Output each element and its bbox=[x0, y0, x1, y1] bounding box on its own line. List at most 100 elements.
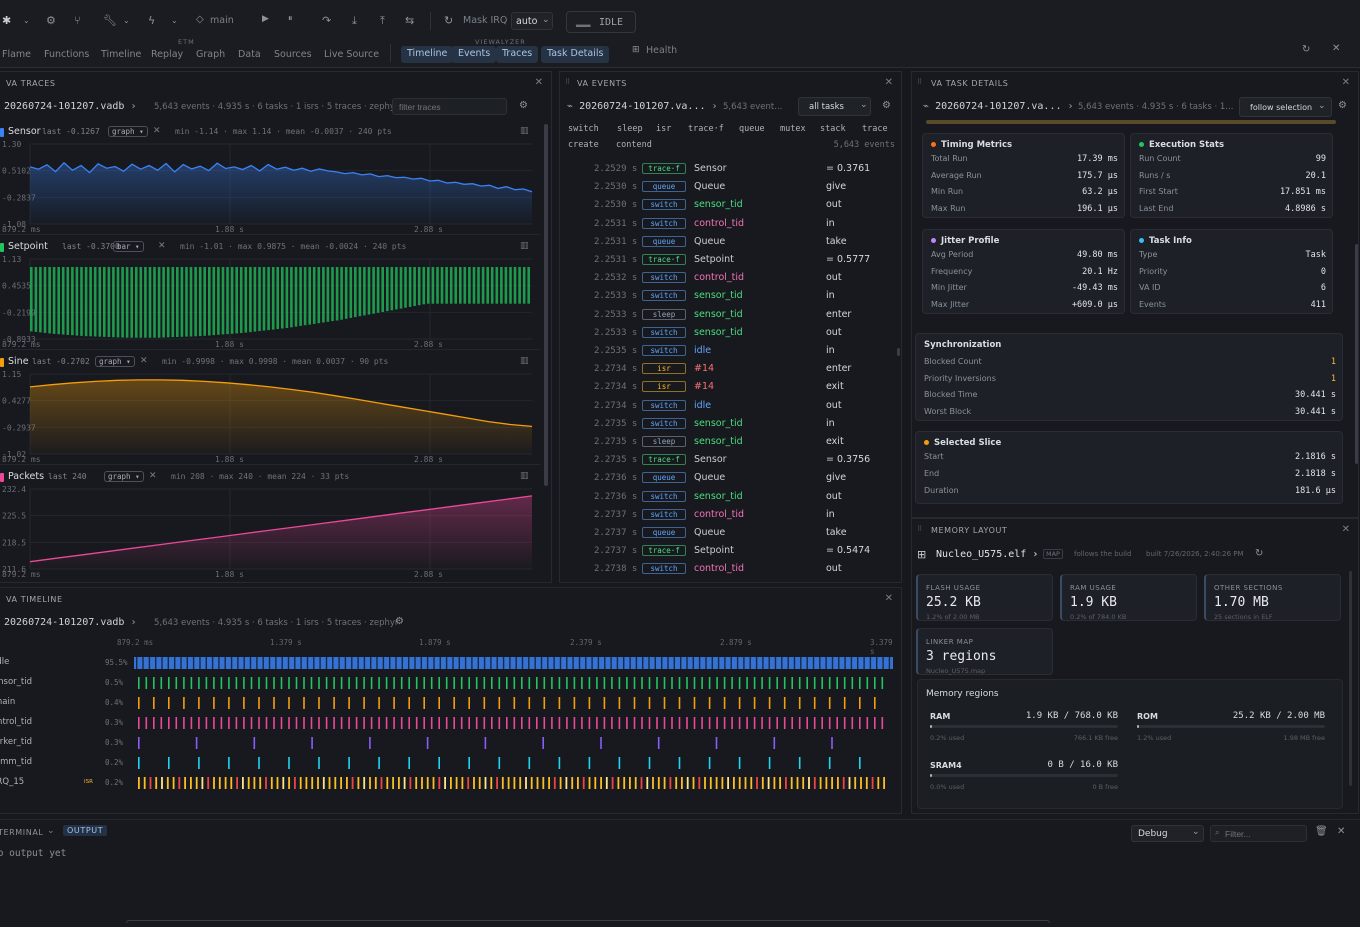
settings-icon[interactable]: ⚙ bbox=[882, 100, 891, 111]
trace-mode-select[interactable]: bar ▾ bbox=[113, 241, 144, 252]
event-row[interactable]: 2.2735 s switch sensor_tid in bbox=[560, 415, 896, 433]
trace-plot[interactable]: Sensor last -0.1267 graph ▾ ✕ min -1.14 · ma… bbox=[0, 124, 540, 236]
events-source[interactable]: ⌁ 20260724-101207.va... › bbox=[567, 101, 718, 112]
refresh-icon[interactable]: ↻ bbox=[1255, 548, 1264, 559]
health-button[interactable]: Health bbox=[646, 45, 678, 56]
chevron-down-icon[interactable]: ⌄ bbox=[23, 16, 30, 25]
event-filter-toggle[interactable]: trace·f bbox=[688, 124, 724, 134]
menu-sources[interactable]: Sources bbox=[274, 49, 312, 60]
event-row[interactable]: 2.2531 s trace·f Setpoint = 0.5777 bbox=[560, 251, 896, 269]
event-row[interactable]: 2.2533 s switch sensor_tid out bbox=[560, 324, 896, 342]
timeline-row[interactable]: idle 95.5% bbox=[0, 655, 900, 671]
timeline-row[interactable]: control_tid 0.3% bbox=[0, 715, 900, 731]
tab-output[interactable]: OUTPUT bbox=[63, 825, 108, 836]
trace-plot[interactable]: Packets last 240 graph ▾ ✕ min 208 · max 240… bbox=[0, 469, 540, 581]
timeline-row[interactable]: sensor_tid 0.5% bbox=[0, 675, 900, 691]
event-row[interactable]: 2.2737 s switch control_tid in bbox=[560, 506, 896, 524]
filter-output-input[interactable] bbox=[1225, 827, 1305, 840]
event-row[interactable]: 2.2734 s isr #14 exit bbox=[560, 378, 896, 396]
event-row[interactable]: 2.2734 s switch idle out bbox=[560, 397, 896, 415]
chevron-down-icon[interactable]: ⌄ bbox=[123, 16, 130, 25]
timeline-track[interactable] bbox=[134, 655, 893, 671]
step-out-icon[interactable]: ⤒ bbox=[380, 14, 385, 27]
chart-icon[interactable]: ▥ bbox=[520, 356, 529, 366]
scrollbar[interactable] bbox=[544, 124, 548, 486]
wrench-icon[interactable]: 🔧︎ bbox=[103, 14, 117, 27]
drag-handle-icon[interactable]: ⠿ bbox=[565, 78, 571, 86]
step-into-icon[interactable]: ⤓ bbox=[352, 14, 357, 27]
event-filter-toggle[interactable]: stack bbox=[820, 124, 846, 134]
scrollbar[interactable] bbox=[1349, 571, 1352, 786]
event-row[interactable]: 2.2533 s switch sensor_tid in bbox=[560, 287, 896, 305]
menu-graph[interactable]: Graph bbox=[196, 49, 226, 60]
event-row[interactable]: 2.2529 s trace·f Sensor = 0.3761 bbox=[560, 160, 896, 178]
timeline-track[interactable] bbox=[134, 735, 893, 751]
close-icon[interactable]: ✕ bbox=[884, 77, 893, 88]
timeline-row[interactable]: comm_tid 0.2% bbox=[0, 755, 900, 771]
remove-trace-icon[interactable]: ✕ bbox=[158, 241, 166, 251]
event-row[interactable]: 2.2738 s switch control_tid out bbox=[560, 560, 896, 578]
scrollbar[interactable] bbox=[897, 348, 900, 356]
chart-icon[interactable]: ▥ bbox=[520, 241, 529, 251]
irq-mode-select[interactable]: auto ⌄ bbox=[511, 12, 553, 30]
timeline-track[interactable] bbox=[134, 775, 893, 791]
remove-trace-icon[interactable]: ✕ bbox=[149, 471, 157, 481]
event-row[interactable]: 2.2737 s queue Queue take bbox=[560, 524, 896, 542]
event-filter-toggle[interactable]: isr bbox=[656, 124, 672, 134]
close-icon[interactable]: ✕ bbox=[884, 593, 893, 604]
menu-functions[interactable]: Functions bbox=[44, 49, 90, 60]
event-filter-toggle[interactable]: trace bbox=[862, 124, 888, 134]
tab-traces[interactable]: Traces bbox=[496, 46, 539, 63]
pause-icon[interactable]: ⏸ bbox=[288, 14, 293, 24]
elf-selector[interactable]: Nucleo_U575.elf › bbox=[936, 549, 1039, 560]
close-icon[interactable]: ✕ bbox=[1332, 43, 1341, 54]
reset-icon[interactable]: ↻ bbox=[444, 14, 454, 27]
trace-plot[interactable]: Setpoint last -0.3700 bar ▾ ✕ min -1.01 · ma… bbox=[0, 239, 540, 351]
event-row[interactable]: 2.2530 s queue Queue give bbox=[560, 178, 896, 196]
trace-mode-select[interactable]: graph ▾ bbox=[108, 126, 148, 137]
bug-icon[interactable]: ✱ bbox=[2, 14, 12, 27]
timeline-source[interactable]: 20260724-101207.vadb › bbox=[4, 617, 137, 628]
event-row[interactable]: 2.2734 s isr #14 enter bbox=[560, 360, 896, 378]
event-row[interactable]: 2.2531 s queue Queue take bbox=[560, 233, 896, 251]
refresh-icon[interactable]: ↻ bbox=[1302, 44, 1311, 55]
settings-icon[interactable]: ⚙ bbox=[395, 616, 404, 627]
timeline-row[interactable]: IRQ_15 ISR 0.2% bbox=[0, 775, 900, 791]
tab-task-details[interactable]: Task Details bbox=[541, 46, 610, 63]
event-row[interactable]: 2.2532 s switch control_tid out bbox=[560, 269, 896, 287]
timeline-track[interactable] bbox=[134, 675, 893, 691]
event-filter-toggle[interactable]: switch bbox=[568, 124, 599, 134]
close-icon[interactable]: ✕ bbox=[1341, 77, 1350, 88]
close-icon[interactable]: ✕ bbox=[534, 77, 543, 88]
chart-icon[interactable]: ▥ bbox=[520, 471, 529, 481]
event-filter-toggle[interactable]: sleep bbox=[617, 124, 643, 134]
trace-mode-select[interactable]: graph ▾ bbox=[95, 356, 135, 367]
flash-icon[interactable]: ϟ bbox=[148, 14, 156, 27]
timeline-track[interactable] bbox=[134, 755, 893, 771]
timeline-row[interactable]: main 0.4% bbox=[0, 695, 900, 711]
details-source[interactable]: ⌁ 20260724-101207.va... › bbox=[923, 101, 1074, 112]
menu-data[interactable]: Data bbox=[238, 49, 261, 60]
event-filter-toggle[interactable]: create bbox=[568, 140, 599, 150]
event-row[interactable]: 2.2737 s trace·f Setpoint = 0.5474 bbox=[560, 542, 896, 560]
close-icon[interactable]: ✕ bbox=[1341, 524, 1350, 535]
branch-label[interactable]: main bbox=[210, 15, 234, 26]
chart-icon[interactable]: ▥ bbox=[520, 126, 529, 136]
trash-icon[interactable]: 🗑︎ bbox=[1315, 826, 1328, 837]
play-icon[interactable]: ▶ bbox=[262, 14, 269, 24]
follow-selection-select[interactable]: follow selection ⌄ bbox=[1239, 97, 1332, 117]
event-filter-toggle[interactable]: queue bbox=[739, 124, 765, 134]
tab-events[interactable]: Events bbox=[452, 46, 497, 63]
event-row[interactable]: 2.2533 s sleep sensor_tid enter bbox=[560, 306, 896, 324]
scrollbar[interactable] bbox=[1355, 244, 1358, 464]
chevron-down-icon[interactable]: ⌄ bbox=[47, 826, 55, 836]
menu-timeline[interactable]: Timeline bbox=[101, 49, 142, 60]
settings-icon[interactable]: ⚙ bbox=[1338, 100, 1347, 111]
event-row[interactable]: 2.2736 s switch sensor_tid out bbox=[560, 488, 896, 506]
trace-source[interactable]: 20260724-101207.vadb › bbox=[4, 101, 137, 112]
event-row[interactable]: 2.2531 s switch control_tid in bbox=[560, 215, 896, 233]
close-icon[interactable]: ✕ bbox=[1337, 826, 1346, 837]
event-filter-toggle[interactable]: mutex bbox=[780, 124, 806, 134]
